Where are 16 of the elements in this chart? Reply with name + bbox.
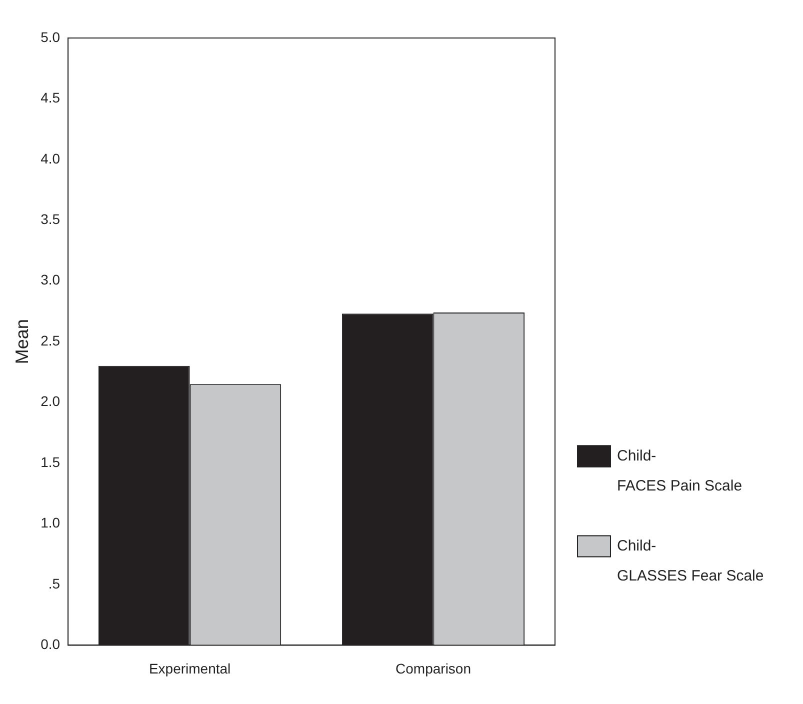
y-tick-label: 0.0 [40,636,60,652]
y-tick-label: 1.0 [40,514,60,531]
y-tick-label: 3.0 [40,272,60,288]
y-tick-label: 2.5 [40,332,60,348]
y-tick-label: 4.0 [40,150,60,166]
x-tick-label: Experimental [148,660,231,676]
y-tick-label: .5 [48,575,60,592]
legend-label: Child- FACES Pain Scale [617,447,742,494]
legend-label: Child- GLASSES Fear Scale [617,537,764,584]
x-tick-label: Comparison [396,660,472,676]
y-tick-label: 2.0 [40,393,60,410]
y-tick-label: 5.0 [40,28,60,45]
y-tick-label: 4.5 [40,90,60,106]
y-axis-title: Mean [12,319,32,364]
y-tick-label: 1.5 [40,454,60,470]
y-tick-label: 3.5 [40,211,60,228]
